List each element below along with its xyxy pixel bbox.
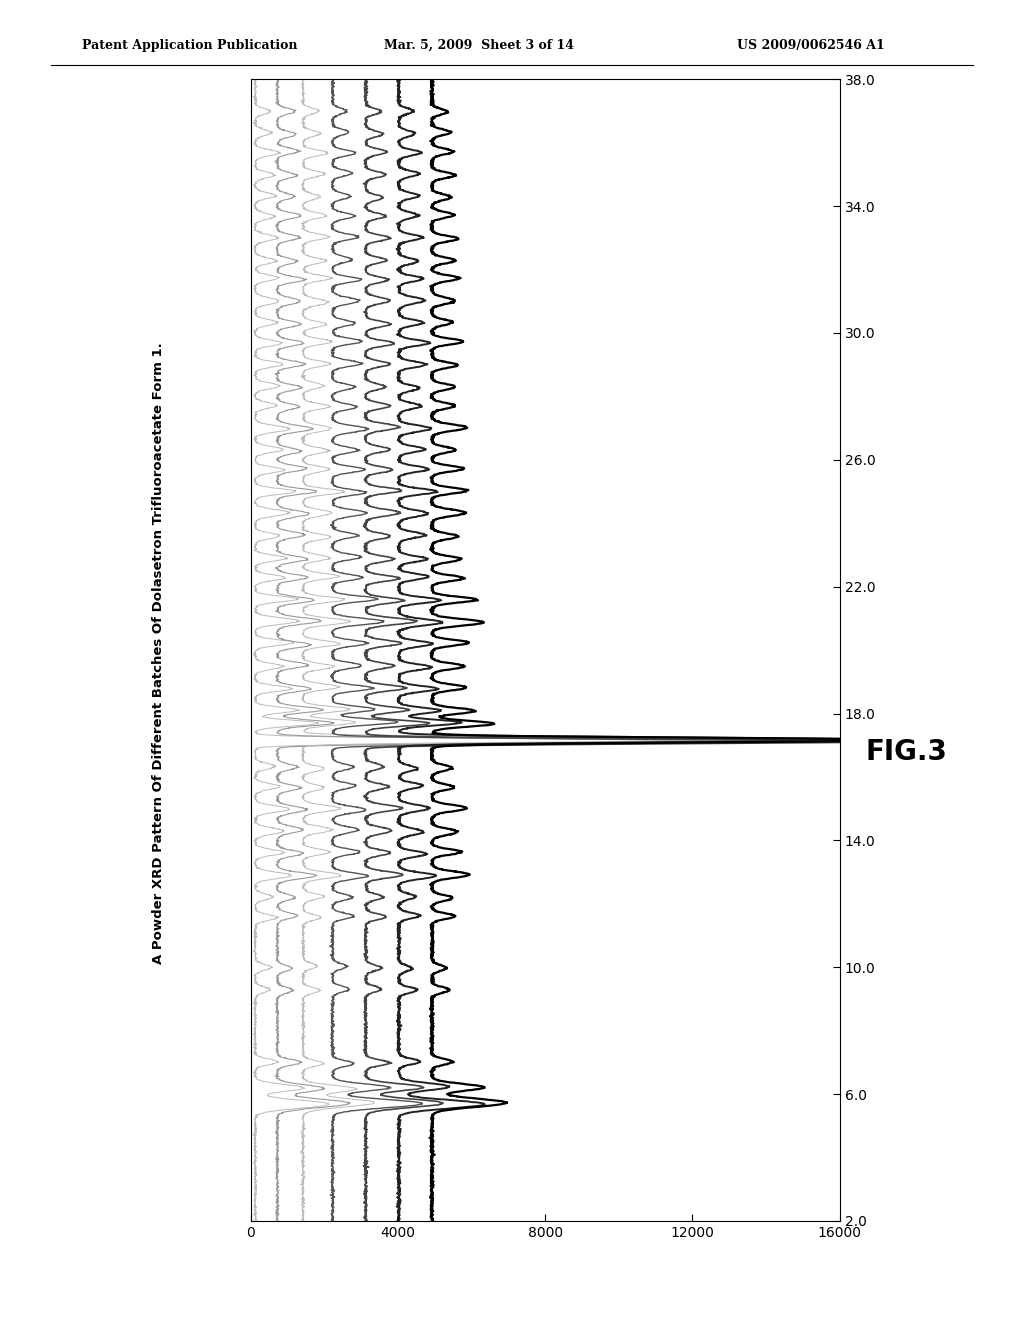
- Text: FIG.3: FIG.3: [865, 738, 947, 767]
- Text: A Powder XRD Pattern Of Different Batches Of Dolasetron Trifluoroacetate Form 1.: A Powder XRD Pattern Of Different Batche…: [153, 342, 165, 965]
- Text: Patent Application Publication: Patent Application Publication: [82, 38, 297, 51]
- Text: Mar. 5, 2009  Sheet 3 of 14: Mar. 5, 2009 Sheet 3 of 14: [384, 38, 574, 51]
- Text: US 2009/0062546 A1: US 2009/0062546 A1: [737, 38, 885, 51]
